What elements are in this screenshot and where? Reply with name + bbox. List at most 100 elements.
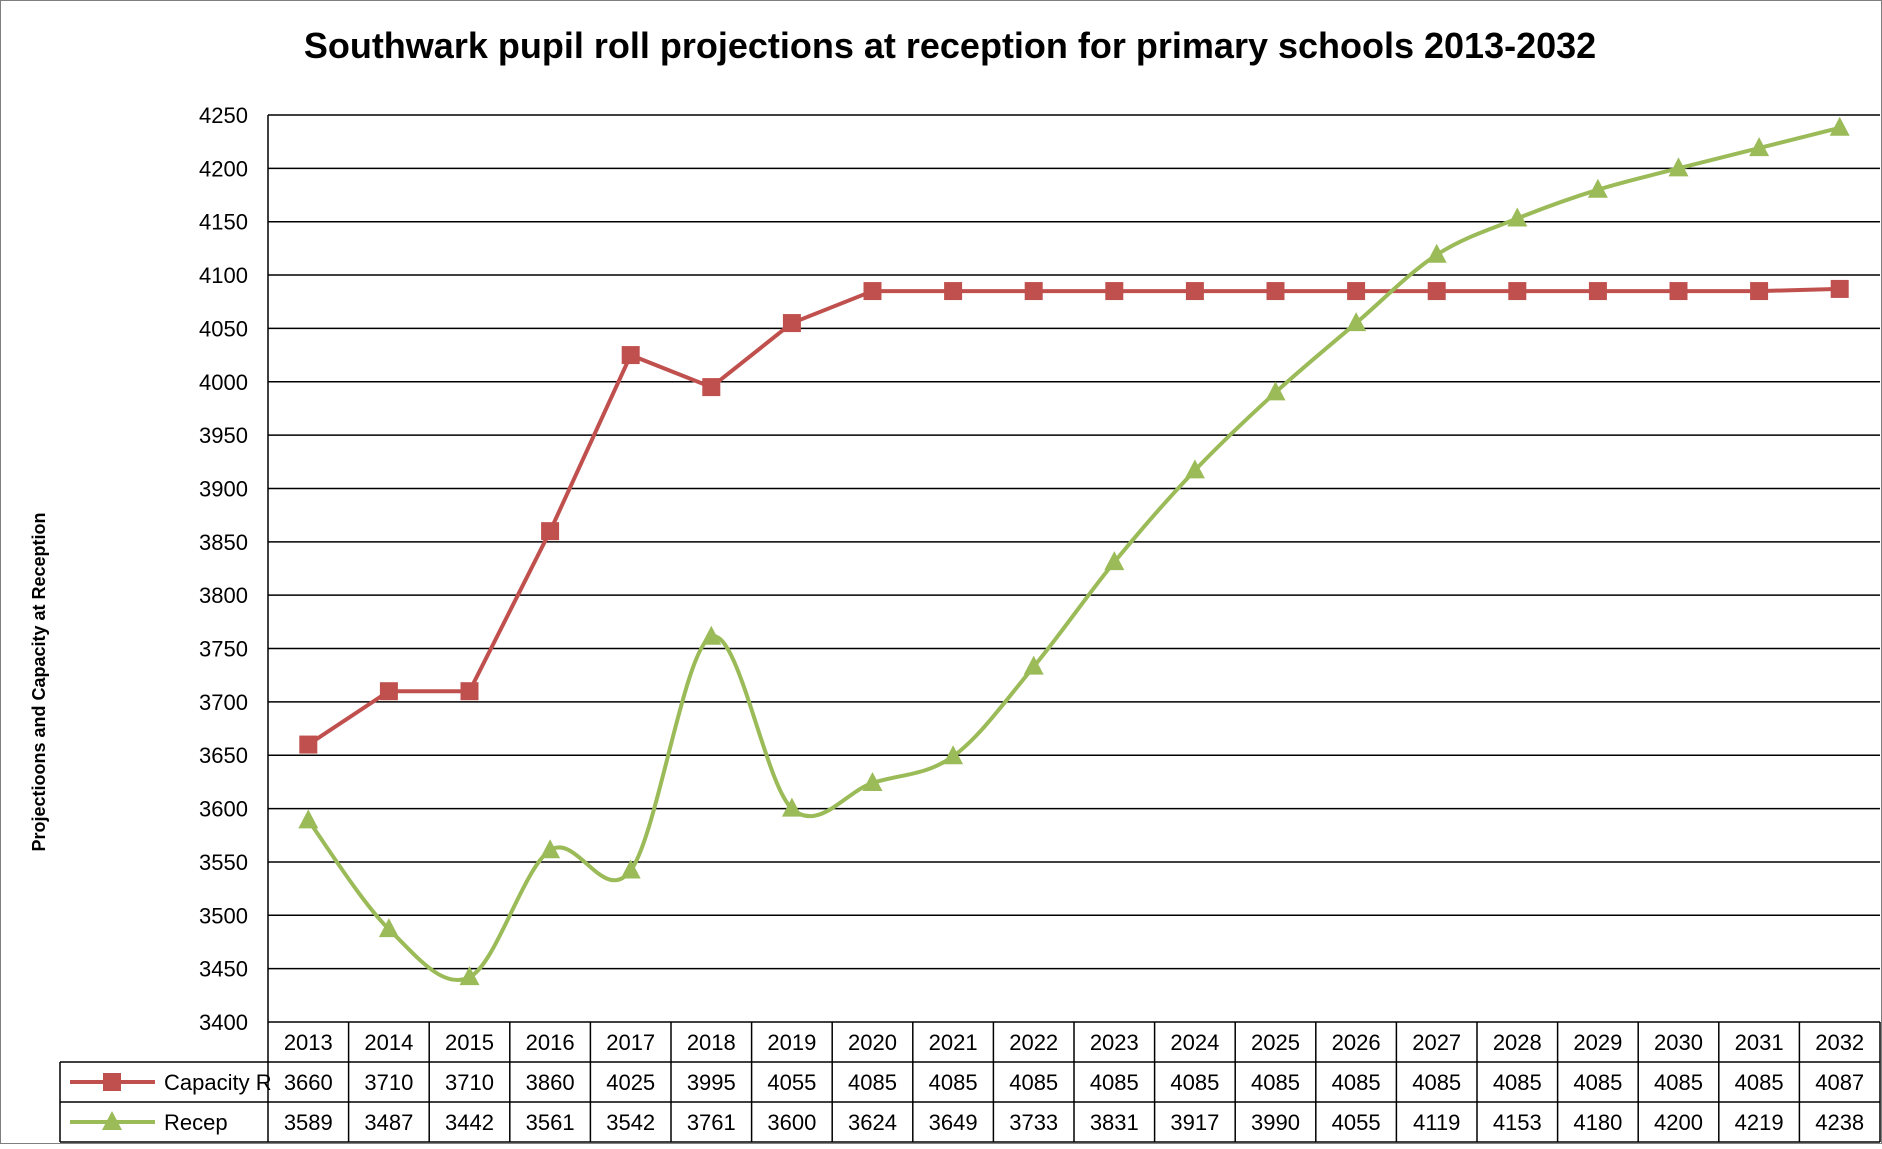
x-tick-label: 2029 <box>1573 1030 1622 1055</box>
x-tick-label: 2018 <box>687 1030 736 1055</box>
data-point-square <box>103 1073 121 1091</box>
x-tick-label: 2028 <box>1493 1030 1542 1055</box>
data-table: 2013 2014 2015 2016 2017 2018 2019 2020 2021 2022… <box>59 1022 1881 1143</box>
table-value: 3995 <box>687 1070 736 1095</box>
y-tick-label: 3900 <box>199 476 248 501</box>
data-point-triangle <box>1104 551 1125 571</box>
data-point-triangle <box>862 771 883 791</box>
y-tick-label: 4250 <box>199 103 248 128</box>
data-point-square <box>379 682 398 701</box>
data-point-triangle <box>1587 178 1608 198</box>
table-value: 3710 <box>445 1070 494 1095</box>
table-value: 4085 <box>1009 1070 1058 1095</box>
table-value: 4085 <box>1735 1070 1784 1095</box>
data-point-triangle <box>1023 655 1044 675</box>
table-value: 3589 <box>284 1110 333 1135</box>
table-value: 4055 <box>767 1070 816 1095</box>
legend-label: Recep <box>164 1110 228 1135</box>
x-tick-label: 2032 <box>1815 1030 1864 1055</box>
table-value: 4085 <box>1170 1070 1219 1095</box>
data-point-square <box>1588 282 1607 301</box>
y-tick-label: 3550 <box>199 850 248 875</box>
table-value: 3624 <box>848 1110 897 1135</box>
data-point-square <box>621 346 640 365</box>
x-tick-label: 2017 <box>606 1030 655 1055</box>
x-tick-label: 2024 <box>1170 1030 1219 1055</box>
y-tick-label: 3450 <box>199 957 248 982</box>
legend-label: Capacity R <box>164 1070 272 1095</box>
data-point-square <box>1750 282 1769 301</box>
data-point-square <box>1347 282 1366 301</box>
data-point-square <box>782 314 801 333</box>
table-value: 4238 <box>1815 1110 1864 1135</box>
data-point-triangle <box>701 625 722 645</box>
x-tick-label: 2031 <box>1735 1030 1784 1055</box>
y-tick-label: 3850 <box>199 530 248 555</box>
data-point-triangle <box>378 918 399 938</box>
table-value: 3733 <box>1009 1110 1058 1135</box>
table-value: 4085 <box>1412 1070 1461 1095</box>
x-tick-label: 2019 <box>767 1030 816 1055</box>
data-point-triangle <box>943 745 964 765</box>
data-point-square <box>1508 282 1527 301</box>
table-value: 4085 <box>1090 1070 1139 1095</box>
table-value: 4085 <box>1654 1070 1703 1095</box>
table-value: 3487 <box>364 1110 413 1135</box>
table-value: 3917 <box>1170 1110 1219 1135</box>
x-tick-label: 2023 <box>1090 1030 1139 1055</box>
table-value: 4085 <box>929 1070 978 1095</box>
data-point-square <box>1024 282 1043 301</box>
x-tick-label: 2016 <box>526 1030 575 1055</box>
y-tick-label: 4100 <box>199 263 248 288</box>
series-lines <box>298 116 1850 986</box>
table-value: 3990 <box>1251 1110 1300 1135</box>
table-value: 3649 <box>929 1110 978 1135</box>
table-value: 4085 <box>1332 1070 1381 1095</box>
table-value: 3542 <box>606 1110 655 1135</box>
table-value: 3831 <box>1090 1110 1139 1135</box>
x-tick-label: 2021 <box>929 1030 978 1055</box>
data-point-triangle <box>1829 116 1850 136</box>
y-tick-label: 3700 <box>199 690 248 715</box>
table-value: 3860 <box>526 1070 575 1095</box>
table-value: 3600 <box>767 1110 816 1135</box>
y-tick-label: 3400 <box>199 1010 248 1035</box>
table-value: 3442 <box>445 1110 494 1135</box>
x-tick-label: 2020 <box>848 1030 897 1055</box>
table-value: 4119 <box>1413 1110 1460 1135</box>
y-tick-label: 4050 <box>199 316 248 341</box>
data-point-triangle <box>781 797 802 817</box>
table-value: 4085 <box>1251 1070 1300 1095</box>
data-point-square <box>702 378 721 397</box>
data-point-triangle <box>102 1111 122 1130</box>
data-point-triangle <box>1507 207 1528 227</box>
chart-title: Southwark pupil roll projections at rece… <box>304 25 1596 66</box>
y-tick-label: 3600 <box>199 797 248 822</box>
data-point-square <box>1105 282 1124 301</box>
data-point-triangle <box>620 859 641 879</box>
y-tick-label: 3800 <box>199 583 248 608</box>
data-point-triangle <box>459 966 480 986</box>
table-value: 4200 <box>1654 1110 1703 1135</box>
data-point-triangle <box>1668 157 1689 177</box>
y-tick-label: 4200 <box>199 156 248 181</box>
gridlines <box>267 114 1880 1023</box>
data-point-square <box>541 522 560 541</box>
table-value: 4085 <box>1573 1070 1622 1095</box>
x-tick-label: 2015 <box>445 1030 494 1055</box>
data-point-square <box>299 735 318 754</box>
x-tick-label: 2027 <box>1412 1030 1461 1055</box>
y-axis-label: Projectioons and Capacity at Reception <box>29 512 49 851</box>
y-tick-label: 3650 <box>199 743 248 768</box>
table-value: 4153 <box>1493 1110 1542 1135</box>
table-value: 4025 <box>606 1070 655 1095</box>
data-point-square <box>1669 282 1688 301</box>
table-value: 3710 <box>364 1070 413 1095</box>
y-tick-label: 3500 <box>199 903 248 928</box>
data-point-triangle <box>1265 381 1286 401</box>
data-point-square <box>1185 282 1204 301</box>
x-tick-label: 2022 <box>1009 1030 1058 1055</box>
series-line <box>307 286 1840 747</box>
